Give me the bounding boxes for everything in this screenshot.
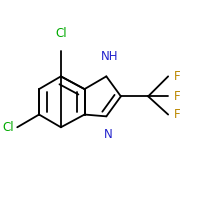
Text: NH: NH bbox=[101, 50, 119, 63]
Text: F: F bbox=[174, 108, 180, 121]
Text: F: F bbox=[174, 70, 180, 83]
Text: Cl: Cl bbox=[2, 121, 14, 134]
Text: Cl: Cl bbox=[55, 27, 67, 40]
Text: N: N bbox=[104, 128, 113, 141]
Text: F: F bbox=[174, 90, 180, 103]
